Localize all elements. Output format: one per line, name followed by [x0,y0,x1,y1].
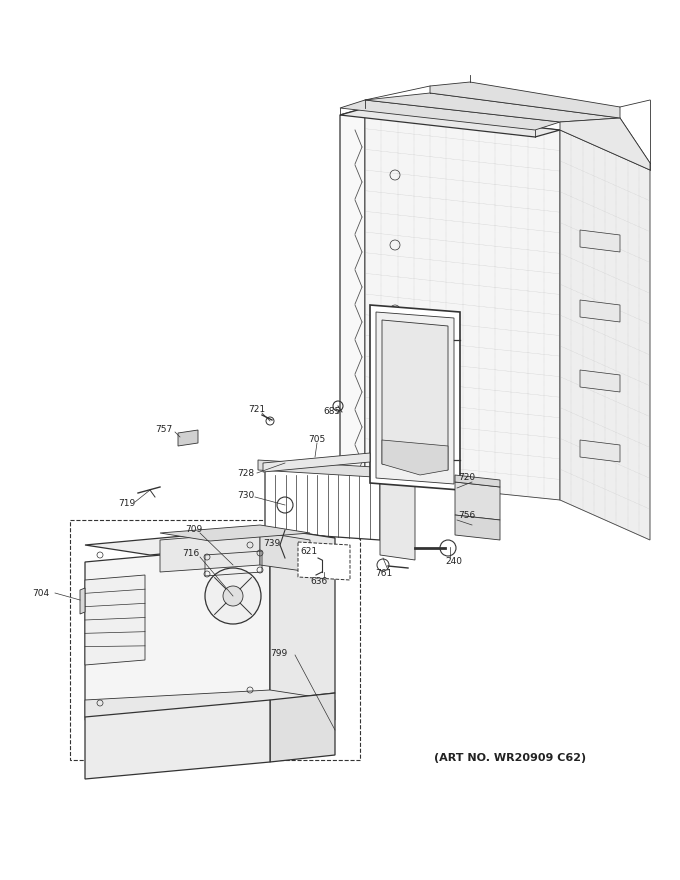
Polygon shape [580,230,620,252]
Text: 705: 705 [308,436,325,444]
Polygon shape [160,532,260,572]
Polygon shape [580,370,620,392]
Text: 799: 799 [270,649,287,657]
Polygon shape [85,700,270,779]
Text: (ART NO. WR20909 C62): (ART NO. WR20909 C62) [434,753,586,763]
Text: 721: 721 [248,406,265,414]
Polygon shape [85,528,335,555]
Polygon shape [270,693,335,762]
Polygon shape [85,575,145,665]
Polygon shape [580,440,620,462]
Polygon shape [382,320,448,470]
Polygon shape [258,460,390,478]
Polygon shape [263,453,370,472]
Text: 761: 761 [375,569,392,578]
Polygon shape [298,542,350,580]
Circle shape [205,568,261,624]
Polygon shape [430,82,620,118]
Polygon shape [455,475,500,487]
Polygon shape [80,588,85,614]
Text: 719: 719 [118,498,135,508]
Polygon shape [85,690,335,720]
Polygon shape [160,525,310,541]
Text: 756: 756 [458,511,475,520]
Polygon shape [178,430,198,446]
Polygon shape [455,515,500,540]
Polygon shape [365,93,620,122]
Text: 720: 720 [458,473,475,482]
Text: 704: 704 [32,589,49,598]
Text: 709: 709 [185,525,202,534]
Polygon shape [380,470,415,560]
Polygon shape [382,440,448,475]
Text: 240: 240 [445,558,462,567]
Polygon shape [340,108,560,137]
Polygon shape [340,108,365,488]
Polygon shape [260,532,310,572]
Text: 685: 685 [323,407,340,416]
Polygon shape [340,100,560,130]
Polygon shape [270,528,335,700]
Polygon shape [455,482,500,520]
Polygon shape [376,312,454,484]
Text: 621: 621 [300,547,317,556]
Text: 636: 636 [310,576,327,585]
Polygon shape [560,130,650,540]
Polygon shape [85,545,270,717]
Polygon shape [265,467,380,540]
Text: 730: 730 [237,490,254,500]
Polygon shape [580,300,620,322]
Polygon shape [365,108,560,500]
Polygon shape [370,305,460,490]
Text: 728: 728 [237,468,254,478]
Text: 739: 739 [262,539,280,547]
Circle shape [223,586,243,606]
Text: 716: 716 [182,549,199,559]
Text: 757: 757 [155,426,172,435]
Polygon shape [560,118,650,170]
